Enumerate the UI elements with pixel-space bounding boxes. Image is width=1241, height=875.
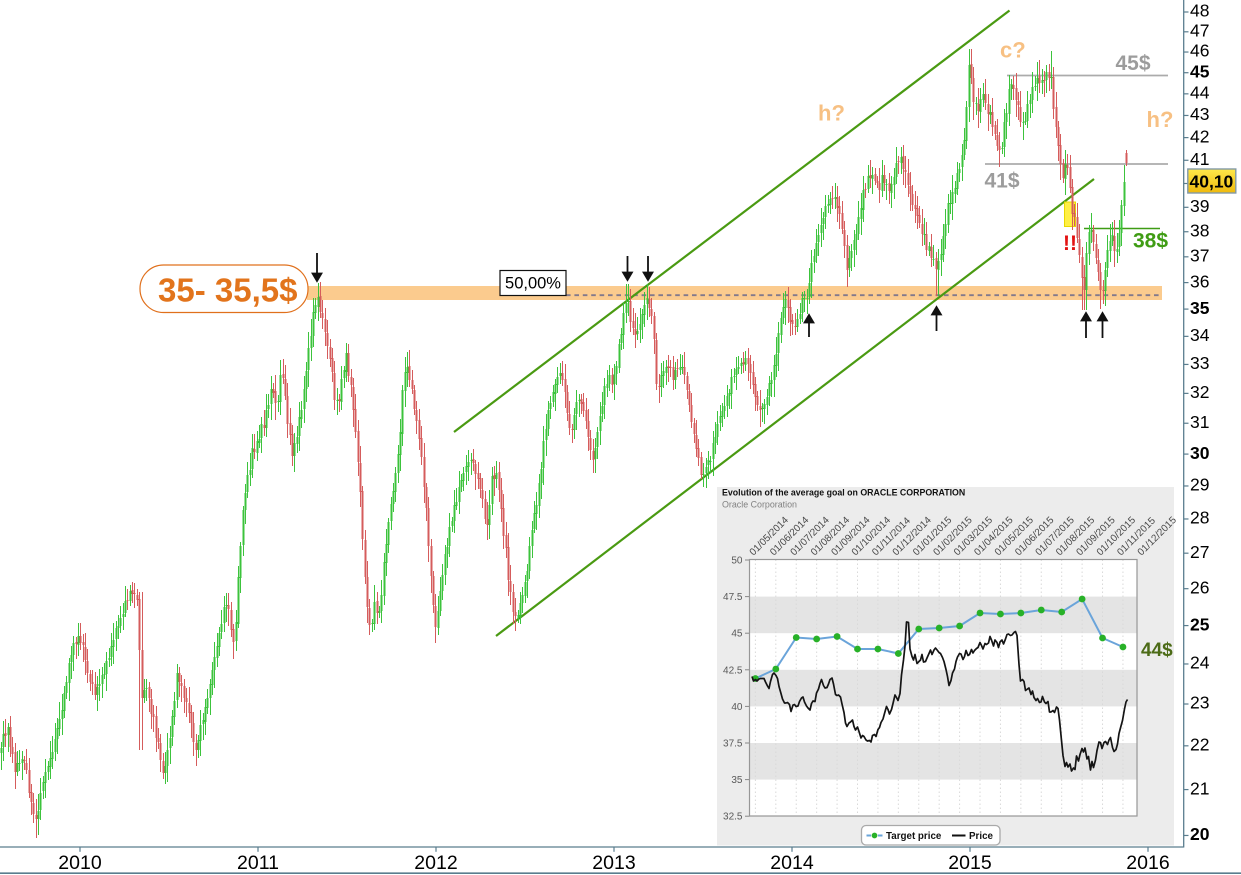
svg-text:22: 22 <box>1190 735 1209 755</box>
svg-text:2014: 2014 <box>770 852 814 874</box>
svg-text:44$: 44$ <box>1141 640 1173 661</box>
svg-text:24: 24 <box>1190 653 1210 673</box>
svg-text:48: 48 <box>1190 1 1209 21</box>
svg-text:35: 35 <box>731 775 743 786</box>
svg-text:Target price: Target price <box>886 831 942 842</box>
svg-text:47.5: 47.5 <box>723 592 743 603</box>
svg-text:23: 23 <box>1190 693 1209 713</box>
svg-text:31: 31 <box>1190 412 1209 432</box>
svg-text:2012: 2012 <box>414 852 457 874</box>
svg-text:33: 33 <box>1190 353 1209 373</box>
svg-text:h?: h? <box>1147 107 1174 132</box>
svg-text:2010: 2010 <box>58 852 102 874</box>
svg-text:44: 44 <box>1190 83 1210 103</box>
svg-text:41: 41 <box>1190 149 1209 169</box>
svg-text:2011: 2011 <box>237 852 279 874</box>
svg-text:!!: !! <box>1063 232 1077 255</box>
svg-text:35- 35,5$: 35- 35,5$ <box>158 272 297 309</box>
svg-text:25: 25 <box>1190 614 1210 634</box>
svg-text:2013: 2013 <box>592 852 635 874</box>
svg-text:50: 50 <box>731 556 743 567</box>
svg-text:35: 35 <box>1190 298 1210 318</box>
svg-text:45$: 45$ <box>1116 52 1151 75</box>
svg-text:2015: 2015 <box>948 852 992 874</box>
svg-text:20: 20 <box>1190 824 1210 844</box>
svg-text:Price: Price <box>969 831 994 842</box>
svg-text:38$: 38$ <box>1133 230 1168 253</box>
svg-text:c?: c? <box>1000 38 1026 63</box>
svg-text:28: 28 <box>1190 508 1209 528</box>
svg-text:Evolution of the average goal: Evolution of the average goal on ORACLE … <box>722 488 965 498</box>
svg-text:32.5: 32.5 <box>723 812 743 823</box>
svg-text:41$: 41$ <box>985 170 1020 193</box>
svg-text:29: 29 <box>1190 475 1209 495</box>
svg-text:40,10: 40,10 <box>1190 172 1234 192</box>
svg-text:27: 27 <box>1190 542 1209 562</box>
svg-text:34: 34 <box>1190 325 1210 345</box>
svg-text:21: 21 <box>1190 778 1209 798</box>
svg-text:26: 26 <box>1190 577 1209 597</box>
svg-text:Oracle Corporation: Oracle Corporation <box>722 500 797 510</box>
svg-text:39: 39 <box>1190 196 1209 216</box>
svg-text:47: 47 <box>1190 21 1209 41</box>
svg-text:43: 43 <box>1190 104 1209 124</box>
svg-text:2016: 2016 <box>1126 852 1169 874</box>
svg-text:50,00%: 50,00% <box>505 275 561 293</box>
svg-text:38: 38 <box>1190 220 1209 240</box>
svg-text:36: 36 <box>1190 271 1209 291</box>
svg-text:32: 32 <box>1190 382 1209 402</box>
svg-text:45: 45 <box>1190 61 1210 81</box>
svg-text:37.5: 37.5 <box>723 739 743 750</box>
svg-text:42: 42 <box>1190 126 1209 146</box>
svg-text:37: 37 <box>1190 246 1209 266</box>
svg-text:46: 46 <box>1190 41 1209 61</box>
svg-text:40: 40 <box>731 702 743 713</box>
svg-text:h?: h? <box>818 101 845 126</box>
svg-text:42.5: 42.5 <box>723 665 743 676</box>
svg-text:30: 30 <box>1190 443 1210 463</box>
svg-text:45: 45 <box>731 629 743 640</box>
